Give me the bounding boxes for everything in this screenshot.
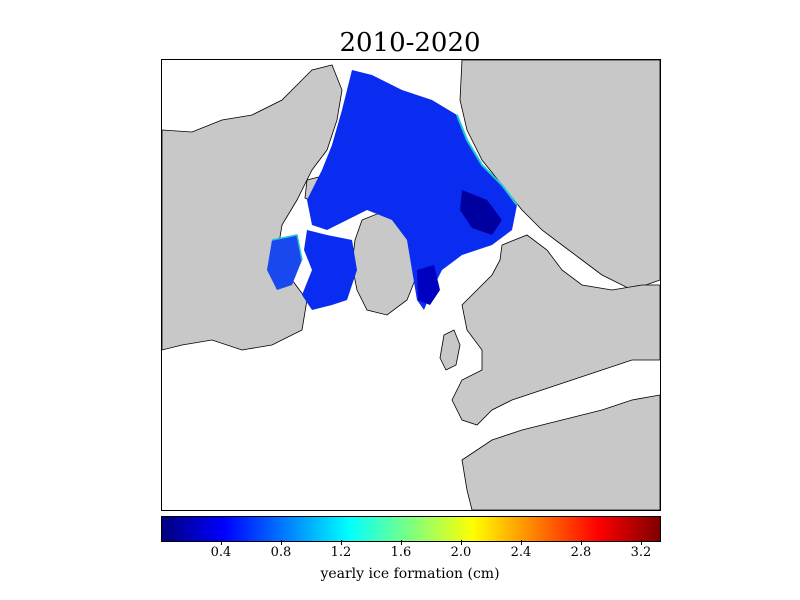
colorbar-tick-label: 0.8 xyxy=(270,545,292,560)
colorbar-label: yearly ice formation (cm) xyxy=(320,566,500,582)
sea-ice-baffin xyxy=(302,230,357,310)
colorbar-tick-mark xyxy=(581,540,582,545)
colorbar-tick-mark xyxy=(521,540,522,545)
sea-ice-main xyxy=(307,70,517,310)
ice-layer xyxy=(267,70,518,310)
colorbar-ticks: 0.4 0.8 1.2 1.6 2.0 2.4 2.8 3.2 xyxy=(161,540,661,566)
colorbar-tick-mark xyxy=(281,540,282,545)
colorbar-tick-label: 2.8 xyxy=(570,545,592,560)
map-plot-area xyxy=(161,59,661,511)
colorbar-tick-mark xyxy=(401,540,402,545)
colorbar-tick-label: 0.4 xyxy=(210,545,232,560)
land-layer xyxy=(162,60,660,510)
colorbar-tick-label: 1.6 xyxy=(390,545,412,560)
land-north-america xyxy=(162,64,343,351)
map-title: 2010-2020 xyxy=(339,28,481,58)
colorbar-tick-label: 2.0 xyxy=(450,545,472,560)
colorbar-tick-mark xyxy=(461,540,462,545)
colorbar-tick-mark xyxy=(641,540,642,545)
land-europe xyxy=(451,234,660,426)
colorbar-tick-label: 3.2 xyxy=(630,545,652,560)
land-africa xyxy=(461,394,660,510)
ice-edge-siberia xyxy=(456,114,518,206)
sea-ice-barents-low xyxy=(460,190,502,235)
ice-edge-hudson xyxy=(271,234,303,261)
land-siberia xyxy=(459,60,660,291)
sea-ice-hudson xyxy=(267,235,302,290)
colorbar-tick-mark xyxy=(221,540,222,545)
colorbar-tick-mark xyxy=(341,540,342,545)
colorbar-tick-label: 1.2 xyxy=(330,545,352,560)
colorbar-tick-label: 2.4 xyxy=(510,545,532,560)
arctic-map xyxy=(162,60,660,510)
colorbar xyxy=(161,516,661,542)
land-uk xyxy=(439,329,461,371)
sea-ice-east-greenland xyxy=(417,265,440,305)
